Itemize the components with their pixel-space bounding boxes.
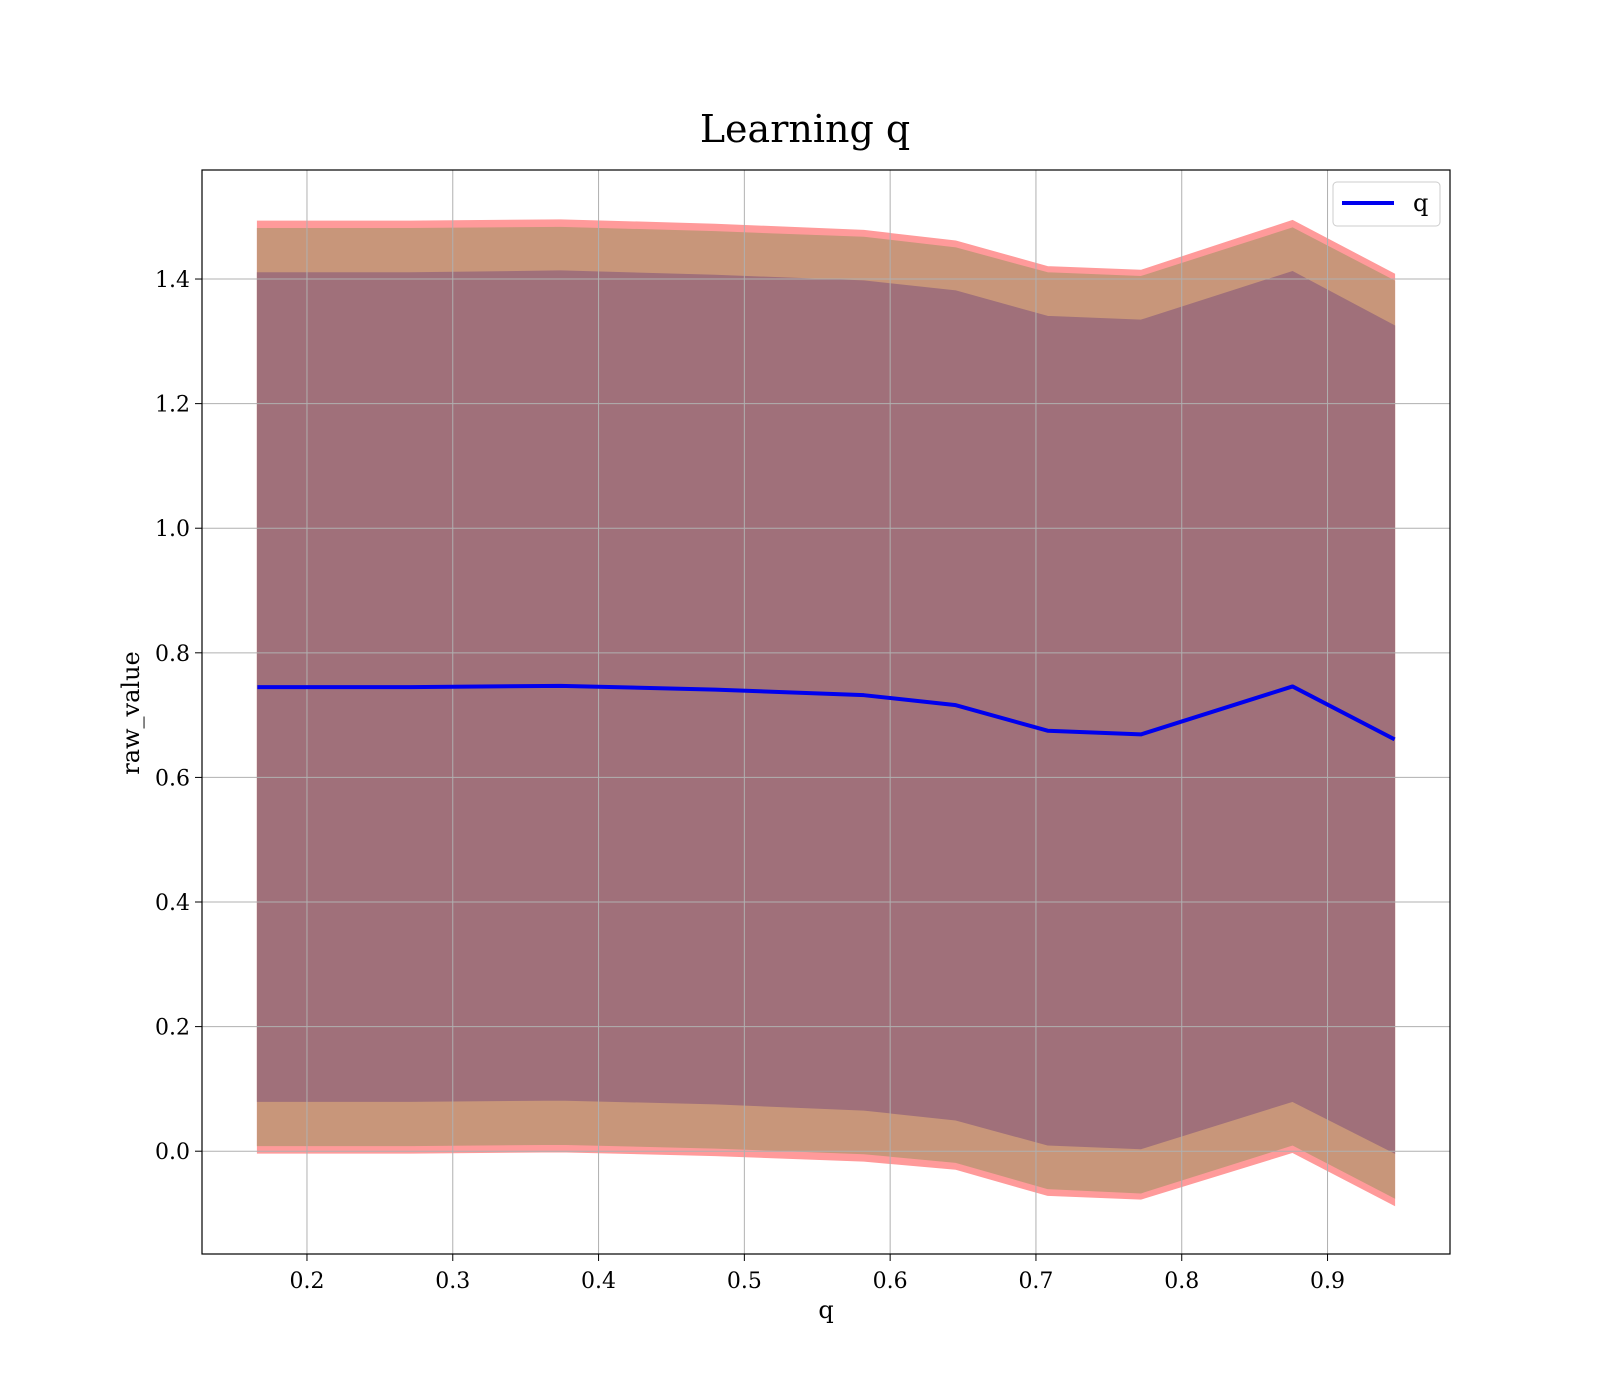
y-axis-ticks: 0.0 0.2 0.4 0.6 0.8 1.0 1.2 1.4 [155, 268, 202, 1165]
x-axis-label: q [818, 1296, 833, 1324]
x-tick-label: 0.7 [1018, 1269, 1053, 1294]
x-axis-ticks: 0.2 0.3 0.4 0.5 0.6 0.7 0.8 0.9 [289, 1254, 1345, 1294]
confidence-bands [256, 219, 1396, 1207]
chart-title: Learning q [700, 107, 910, 151]
x-tick-label: 0.8 [1164, 1269, 1199, 1294]
y-tick-label: 0.8 [155, 642, 190, 667]
x-tick-label: 0.5 [727, 1269, 762, 1294]
legend-label-q: q [1413, 189, 1428, 217]
x-tick-label: 0.9 [1310, 1269, 1345, 1294]
series-line-q [257, 683, 1396, 742]
y-tick-label: 1.2 [155, 393, 190, 418]
y-tick-label: 1.0 [155, 517, 190, 542]
legend: q [1332, 181, 1441, 227]
y-tick-label: 0.2 [155, 1016, 190, 1041]
y-tick-label: 0.6 [155, 766, 190, 791]
x-tick-label: 0.3 [435, 1269, 470, 1294]
y-tick-label: 1.4 [155, 268, 190, 293]
y-tick-label: 0.0 [155, 1140, 190, 1165]
plot-frame [201, 169, 1451, 1255]
band-inner [256, 270, 1396, 1154]
x-tick-label: 0.4 [581, 1269, 616, 1294]
x-tick-label: 0.2 [289, 1269, 324, 1294]
y-tick-label: 0.4 [155, 891, 190, 916]
grid [202, 170, 1450, 1254]
y-axis-label: raw_value [117, 651, 145, 775]
series-lines [257, 683, 1396, 742]
x-tick-label: 0.6 [873, 1269, 908, 1294]
